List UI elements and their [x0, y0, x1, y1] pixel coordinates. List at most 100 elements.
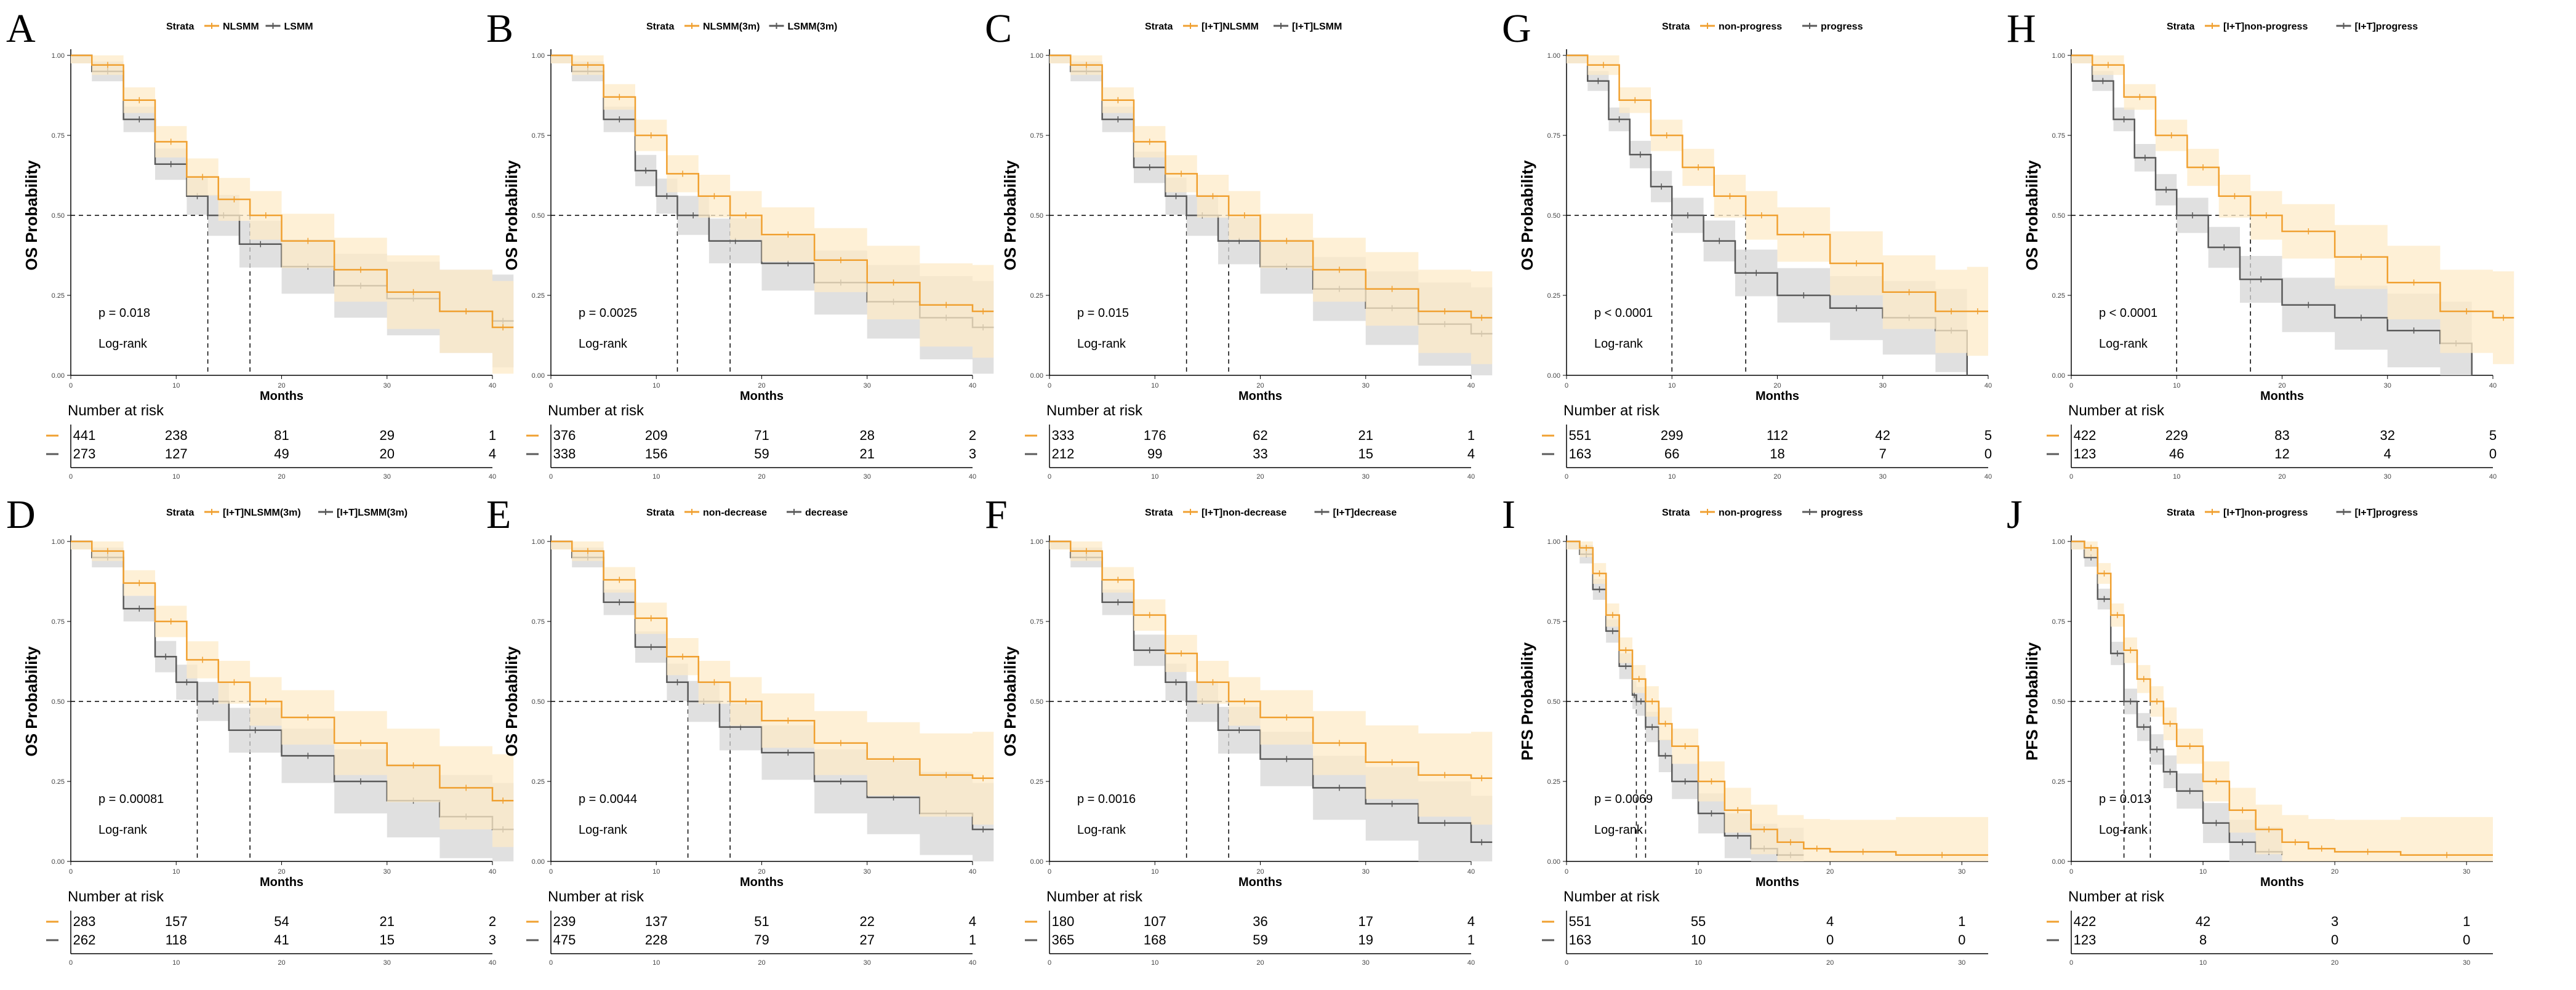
y-tick-label: 1.00: [2052, 538, 2065, 546]
panel-letter: H: [2007, 6, 2036, 51]
legend-entry: NLSMM: [223, 22, 259, 32]
panel-g: G Strata non-progress progress 0.00 0.25 0.50 0…: [1502, 6, 1992, 481]
risk-table-title: Number at risk: [548, 402, 644, 419]
legend: Strata [I+T]NLSMM(3m) [I+T]LSMM(3m): [166, 508, 407, 518]
panel-letter: F: [985, 492, 1008, 537]
risk-cell: 17: [1358, 914, 1373, 929]
y-tick-label: 0.50: [532, 698, 545, 706]
risk-cell: 176: [1144, 428, 1166, 443]
ci-band-orange: [1567, 541, 1988, 861]
risk-x-tick-label: 40: [969, 473, 976, 481]
p-value: p = 0.0069: [1594, 792, 1653, 806]
y-tick-label: 0.75: [2052, 618, 2065, 626]
risk-x-tick-label: 20: [1256, 473, 1264, 481]
risk-x-tick-label: 10: [652, 473, 660, 481]
risk-cell: 42: [1876, 428, 1890, 443]
risk-cell: 127: [165, 446, 188, 461]
y-tick-label: 0.25: [2052, 292, 2065, 300]
logrank-label: Log-rank: [579, 823, 628, 837]
risk-table-title: Number at risk: [548, 888, 644, 905]
y-tick-label: 1.00: [52, 538, 65, 546]
risk-x-tick-label: 20: [278, 473, 285, 481]
risk-cell: 0: [2331, 932, 2338, 948]
risk-cell: 28: [860, 428, 875, 443]
legend-title: Strata: [1662, 508, 1690, 518]
y-tick-label: 1.00: [1030, 52, 1043, 60]
km-curve-orange: [2071, 54, 2514, 319]
y-tick-label: 0.75: [1030, 132, 1043, 140]
panel-i: I Strata non-progress progress 0.00 0.25 0.50 0…: [1502, 492, 1988, 967]
risk-cell: 441: [73, 428, 96, 443]
risk-x-tick-label: 20: [1773, 473, 1781, 481]
x-tick-label: 10: [172, 382, 180, 389]
x-tick-label: 0: [1048, 382, 1051, 389]
x-tick-label: 40: [969, 382, 976, 389]
legend: Strata [I+T]NLSMM [I+T]LSMM: [1145, 22, 1342, 32]
x-tick-label: 10: [652, 382, 660, 389]
risk-cell: 54: [274, 914, 289, 929]
risk-cell: 1: [1467, 932, 1475, 948]
risk-x-tick-label: 30: [2463, 959, 2470, 967]
p-value: p = 0.00081: [98, 792, 164, 806]
risk-cell: 83: [2274, 428, 2289, 443]
risk-cell: 22: [860, 914, 875, 929]
x-tick-label: 30: [383, 382, 391, 389]
panel-letter: E: [486, 492, 511, 537]
y-tick-label: 0.25: [2052, 778, 2065, 786]
p-value: p = 0.0025: [579, 306, 637, 320]
risk-cell: 12: [2274, 446, 2289, 461]
risk-cell: 1: [1958, 914, 1965, 929]
risk-cell: 1: [1467, 428, 1475, 443]
risk-x-tick-label: 10: [1668, 473, 1675, 481]
risk-cell: 51: [754, 914, 769, 929]
y-axis-label: PFS Probability: [2023, 642, 2041, 760]
x-tick-label: 0: [549, 382, 553, 389]
risk-x-tick-label: 20: [1256, 959, 1264, 967]
risk-x-tick-label: 30: [383, 473, 391, 481]
risk-x-tick-label: 30: [383, 959, 391, 967]
y-axis-label: PFS Probability: [1518, 642, 1536, 760]
risk-cell: 41: [274, 932, 289, 948]
legend-title: Strata: [646, 508, 674, 518]
risk-cell: 333: [1052, 428, 1075, 443]
legend-entry: progress: [1821, 22, 1863, 32]
y-tick-label: 0.00: [52, 858, 65, 866]
risk-x-tick-label: 10: [172, 473, 180, 481]
legend-entry: NLSMM(3m): [703, 22, 760, 32]
x-tick-label: 40: [1467, 868, 1475, 876]
y-tick-label: 0.75: [532, 618, 545, 626]
x-axis-label: Months: [1238, 876, 1282, 889]
p-value: p = 0.018: [98, 306, 150, 320]
x-tick-label: 40: [969, 868, 976, 876]
y-tick-label: 0.00: [1547, 858, 1560, 866]
x-tick-label: 10: [1151, 382, 1158, 389]
x-tick-label: 20: [1773, 382, 1781, 389]
risk-x-tick-label: 20: [758, 959, 765, 967]
x-tick-label: 0: [69, 868, 73, 876]
x-tick-label: 10: [1695, 868, 1702, 876]
x-axis-label: Months: [260, 389, 303, 403]
risk-cell: 4: [489, 446, 496, 461]
legend-entry: [I+T]non-decrease: [1202, 508, 1286, 518]
x-tick-label: 20: [2331, 868, 2338, 876]
risk-cell: 55: [1691, 914, 1706, 929]
risk-cell: 4: [1467, 446, 1475, 461]
x-tick-label: 0: [2069, 868, 2073, 876]
legend-title: Strata: [2167, 508, 2194, 518]
x-tick-label: 30: [864, 382, 871, 389]
panel-d: D Strata [I+T]NLSMM(3m) [I+T]LSMM(3m) 0.00 0.…: [6, 492, 514, 967]
risk-x-tick-label: 10: [652, 959, 660, 967]
risk-cell: 475: [553, 932, 576, 948]
y-tick-label: 0.25: [532, 292, 545, 300]
risk-cell: 0: [1958, 932, 1965, 948]
risk-table-title: Number at risk: [1563, 402, 1660, 419]
panel-h: H Strata [I+T]non-progress [I+T]progress 0.0…: [2007, 6, 2514, 481]
logrank-label: Log-rank: [98, 337, 148, 351]
risk-x-tick-label: 0: [2069, 473, 2073, 481]
risk-cell: 262: [73, 932, 96, 948]
y-tick-label: 0.00: [1030, 858, 1043, 866]
risk-cell: 2: [489, 914, 496, 929]
risk-cell: 3: [489, 932, 496, 948]
